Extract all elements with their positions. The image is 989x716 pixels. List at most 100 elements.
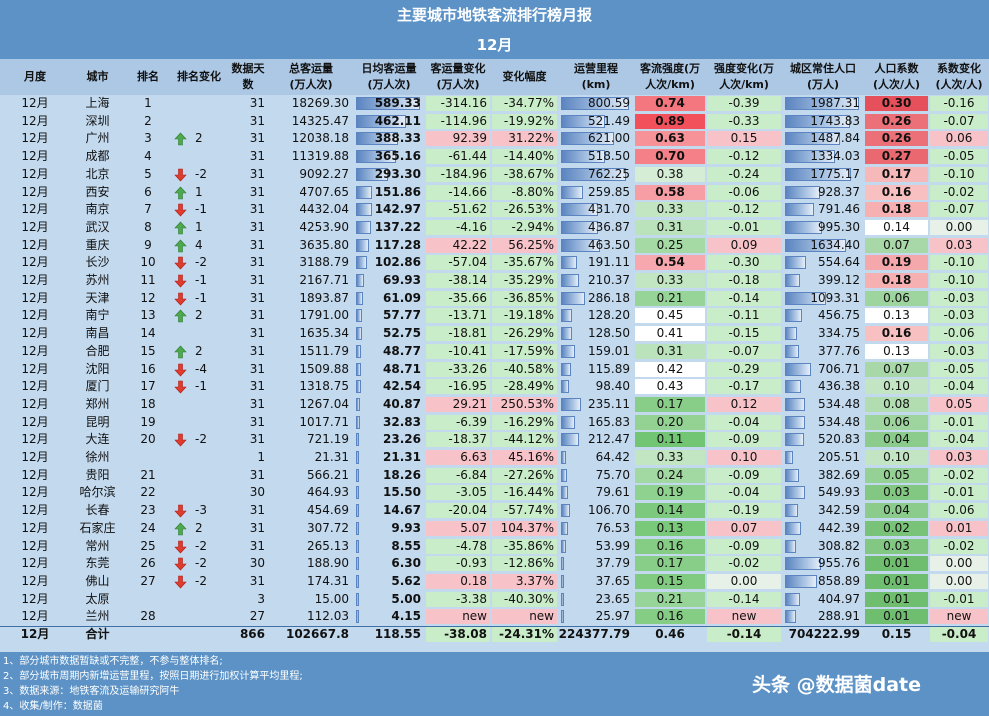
cell-pop-coef: 0.01 [864, 591, 929, 609]
cell-text: 14325.47 [291, 113, 349, 128]
change-fill [707, 237, 781, 253]
cell-text: 31 [249, 432, 265, 447]
cell-coef-change: -0.07 [929, 113, 989, 131]
cell-text: -2.94% [511, 219, 554, 234]
cell-ridership-change: -3.05 [425, 484, 491, 502]
cell-mileage: 212.47 [558, 431, 634, 449]
cell-change-pct: -28.49% [491, 378, 558, 396]
cell-text: 6.30 [391, 556, 421, 571]
cell-text: 西安 [85, 184, 110, 199]
cell-rank: 13 [125, 307, 171, 325]
table-row: 12月 合肥 15 2 31 1511.79 48.77 -10.41 -17.59% 159.0… [0, 343, 989, 361]
change-fill [426, 308, 490, 324]
cell-text: -57.04 [448, 255, 487, 270]
coef-fill [865, 202, 928, 218]
cell-text: -0.10 [943, 255, 975, 270]
cell-text: 21 [140, 467, 156, 482]
cell-city: 合肥 [70, 343, 125, 361]
cell-daily-ridership: 388.33 [353, 130, 425, 148]
cell-intensity: 0.63 [634, 130, 706, 148]
intensity-fill [635, 343, 705, 359]
cell-pop-coef: 0.16 [864, 325, 929, 343]
cell-month: 12月 [0, 484, 70, 502]
change-fill [930, 591, 988, 607]
cell-city: 大连 [70, 431, 125, 449]
data-bar [561, 610, 564, 624]
cell-text: 224377.79 [558, 627, 630, 641]
cell-text: 0.33 [656, 273, 684, 287]
change-fill [930, 450, 988, 465]
cell-coef-change: -0.01 [929, 484, 989, 502]
arrow-down-icon [174, 504, 187, 518]
cell-text: 0.07 [883, 361, 910, 376]
cell-change-pct: -40.30% [491, 591, 558, 609]
cell-text: -19.92% [503, 113, 554, 128]
data-bar [785, 132, 841, 146]
data-bar [785, 362, 812, 376]
cell-text: -2 [195, 166, 207, 181]
arrow-up-icon [174, 221, 187, 235]
cell-text: 2 [144, 113, 152, 128]
cell-text: 12月 [21, 396, 49, 411]
cell-text: 1267.04 [299, 396, 349, 411]
cell-text: 0.12 [730, 396, 758, 411]
cell-coef-change: -0.10 [929, 166, 989, 184]
change-fill [492, 396, 557, 412]
cell-text: new [731, 609, 757, 624]
cell-change-pct: 45.16% [491, 449, 558, 467]
intensity-fill [635, 556, 705, 572]
cell-month: 12月 [0, 361, 70, 379]
cell-text: 12月 [21, 149, 49, 164]
cell-text: 12月 [21, 290, 49, 305]
coef-fill [865, 326, 928, 342]
table-row: 12月 长春 23 -3 31 454.69 14.67 -20.04 -57.74% 106.7… [0, 502, 989, 520]
header-month: 月度 [24, 70, 46, 83]
cell-ridership-change: 29.21 [425, 396, 491, 414]
arrow-down-icon [174, 540, 187, 553]
cell-city: 东莞 [70, 555, 125, 573]
change-fill [492, 379, 557, 395]
cell-rank: 28 [125, 608, 171, 626]
data-bar [785, 220, 823, 234]
cell-text: 31 [249, 131, 265, 146]
change-fill [492, 202, 557, 218]
cell-text: 0.20 [656, 414, 684, 429]
cell-text: 0.19 [881, 255, 912, 270]
cell-text: 12月 [21, 131, 49, 146]
cell-text: 79.61 [595, 485, 630, 500]
cell-ridership-change: -51.62 [425, 201, 491, 219]
cell-total-ridership: 9092.27 [269, 166, 353, 184]
cell-text: 549.93 [818, 485, 860, 500]
cell-text: -4.16 [455, 219, 487, 234]
coef-fill [865, 237, 928, 253]
cell-text: -0.09 [728, 538, 760, 553]
cell-pop-coef: 0.27 [864, 148, 929, 166]
cell-ridership-change: -4.16 [425, 219, 491, 237]
cell-rank-change: -3 [171, 502, 227, 520]
cell-text: 8 [144, 219, 152, 234]
cell-intensity-change: -0.14 [706, 626, 782, 644]
change-fill [492, 485, 557, 501]
coef-fill [865, 485, 928, 501]
cell-coef-change: -0.01 [929, 414, 989, 432]
header-city: 城市 [86, 70, 109, 83]
cell-text: 0.63 [655, 131, 685, 146]
cell-text: -0.05 [943, 361, 975, 376]
cell-text: 24 [140, 520, 156, 535]
cell-days: 31 [227, 130, 269, 148]
cell-text: 南宁 [85, 308, 110, 323]
cell-rank: 3 [125, 130, 171, 148]
cell-intensity: 0.38 [634, 166, 706, 184]
cell-daily-ridership: 462.11 [353, 113, 425, 131]
change-fill [492, 308, 557, 324]
coef-fill [865, 432, 928, 448]
change-fill [930, 609, 988, 625]
cell-daily-ridership: 14.67 [353, 502, 425, 520]
data-bar [561, 203, 598, 217]
intensity-fill [635, 432, 705, 448]
cell-text: -0.07 [728, 343, 760, 358]
header-ridership-change: 客运量变化 (万人次) [430, 62, 486, 91]
cell-text: -40.58% [503, 361, 554, 376]
cell-text: 0.07 [883, 237, 910, 252]
cell-rank-change: -4 [171, 361, 227, 379]
